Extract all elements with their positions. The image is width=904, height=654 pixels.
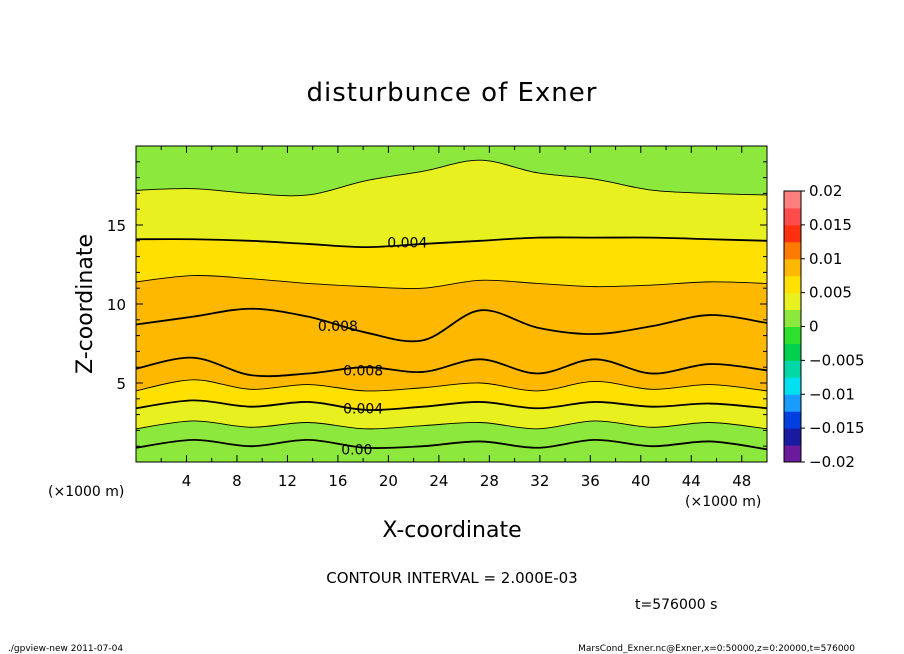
- x-tick-label: 8: [232, 472, 242, 490]
- colorbar-segment: [784, 241, 801, 260]
- colorbar-tick-label: 0.005: [809, 284, 852, 302]
- colorbar-tick-label: −0.005: [809, 351, 865, 369]
- contour-label: 0.004: [343, 401, 383, 417]
- x-tick-label: 20: [379, 472, 398, 490]
- contour-line: [136, 399, 767, 411]
- y-tick-label: 5: [116, 375, 126, 393]
- colorbar-tick-label: 0.02: [809, 182, 842, 200]
- x-axis: 4 8 12 16 20 24 28 32 36 40 44 48: [160, 146, 751, 490]
- x-tick-label: 36: [581, 472, 600, 490]
- chart-title: disturbunce of Exner: [307, 78, 598, 108]
- colorbar-segment: [784, 394, 801, 412]
- contour-line: [136, 159, 767, 197]
- contour-high: [687, 341, 733, 361]
- colorbar-tick-label: −0.015: [809, 419, 865, 437]
- contour-label: 0.004: [387, 235, 427, 251]
- colorbar-segment: [784, 428, 801, 446]
- colorbar-tick-label: −0.02: [809, 453, 855, 471]
- x-unit-right: (×1000 m): [685, 494, 761, 510]
- colorbar: 0.02 0.015 0.01 0.005 0 −0.005 −0.01 −0.015 −0.0…: [783, 182, 865, 471]
- contour-high: [231, 334, 293, 363]
- x-tick-label: 16: [328, 472, 347, 490]
- contour-line: [136, 307, 767, 343]
- footer-left: ./gpview-new 2011-07-04: [8, 644, 123, 654]
- contour-line: [136, 356, 767, 378]
- colorbar-segment: [784, 360, 801, 378]
- x-tick-label: 40: [631, 472, 650, 490]
- colorbar-segment: [784, 191, 801, 209]
- contour-line: [136, 236, 767, 249]
- contour-line: [136, 420, 767, 430]
- x-axis-title: X-coordinate: [382, 518, 521, 543]
- colorbar-segment: [784, 207, 801, 226]
- colorbar-tick-label: 0.01: [809, 250, 842, 268]
- contour-interval-text: CONTOUR INTERVAL = 2.000E-03: [326, 569, 577, 587]
- x-tick-label: 4: [182, 472, 192, 490]
- contour-label: 0.008: [343, 363, 383, 379]
- contour-line: [136, 438, 767, 451]
- y-tick-label: 15: [107, 217, 126, 235]
- colorbar-segment: [784, 377, 801, 395]
- colorbar-segment: [784, 292, 801, 311]
- y-axis-title: Z-coordinate: [73, 234, 98, 374]
- contour-label: 0.008: [318, 319, 358, 335]
- colorbar-tick-label: −0.01: [809, 385, 855, 403]
- colorbar-tick-label: 0.015: [809, 216, 852, 234]
- colorbar-segment: [784, 411, 801, 429]
- colorbar-segment: [784, 343, 801, 361]
- filled-contour-field: [136, 146, 767, 462]
- y-axis: 5 10 15: [107, 161, 767, 447]
- contour-line: [136, 379, 767, 392]
- colorbar-segment: [784, 309, 801, 327]
- x-tick-label: 48: [732, 472, 751, 490]
- colorbar-segment: [784, 275, 801, 294]
- colorbar-segment: [784, 224, 801, 243]
- contour-high: [504, 343, 525, 360]
- colorbar-segment: [784, 445, 801, 463]
- x-tick-label: 44: [682, 472, 701, 490]
- colorbar-segment: [784, 258, 801, 277]
- colorbar-tick-label: 0: [809, 318, 819, 336]
- x-tick-label: 12: [278, 472, 297, 490]
- colorbar-segment: [784, 326, 801, 344]
- x-tick-label: 24: [429, 472, 448, 490]
- contour-labels: 0.004 0.008 0.008 0.004 0.00: [318, 235, 428, 458]
- y-tick-label: 10: [107, 296, 126, 314]
- x-tick-label: 28: [480, 472, 499, 490]
- contour-lines: [136, 159, 767, 451]
- x-tick-label: 32: [530, 472, 549, 490]
- time-stamp: t=576000 s: [635, 597, 717, 613]
- footer-right: MarsCond_Exner.nc@Exner,x=0:50000,z=0:20…: [578, 644, 855, 654]
- contour-line: [136, 275, 767, 289]
- contour-band: [136, 439, 767, 462]
- contour-label: 0.00: [341, 442, 372, 458]
- x-unit-left: (×1000 m): [48, 484, 124, 500]
